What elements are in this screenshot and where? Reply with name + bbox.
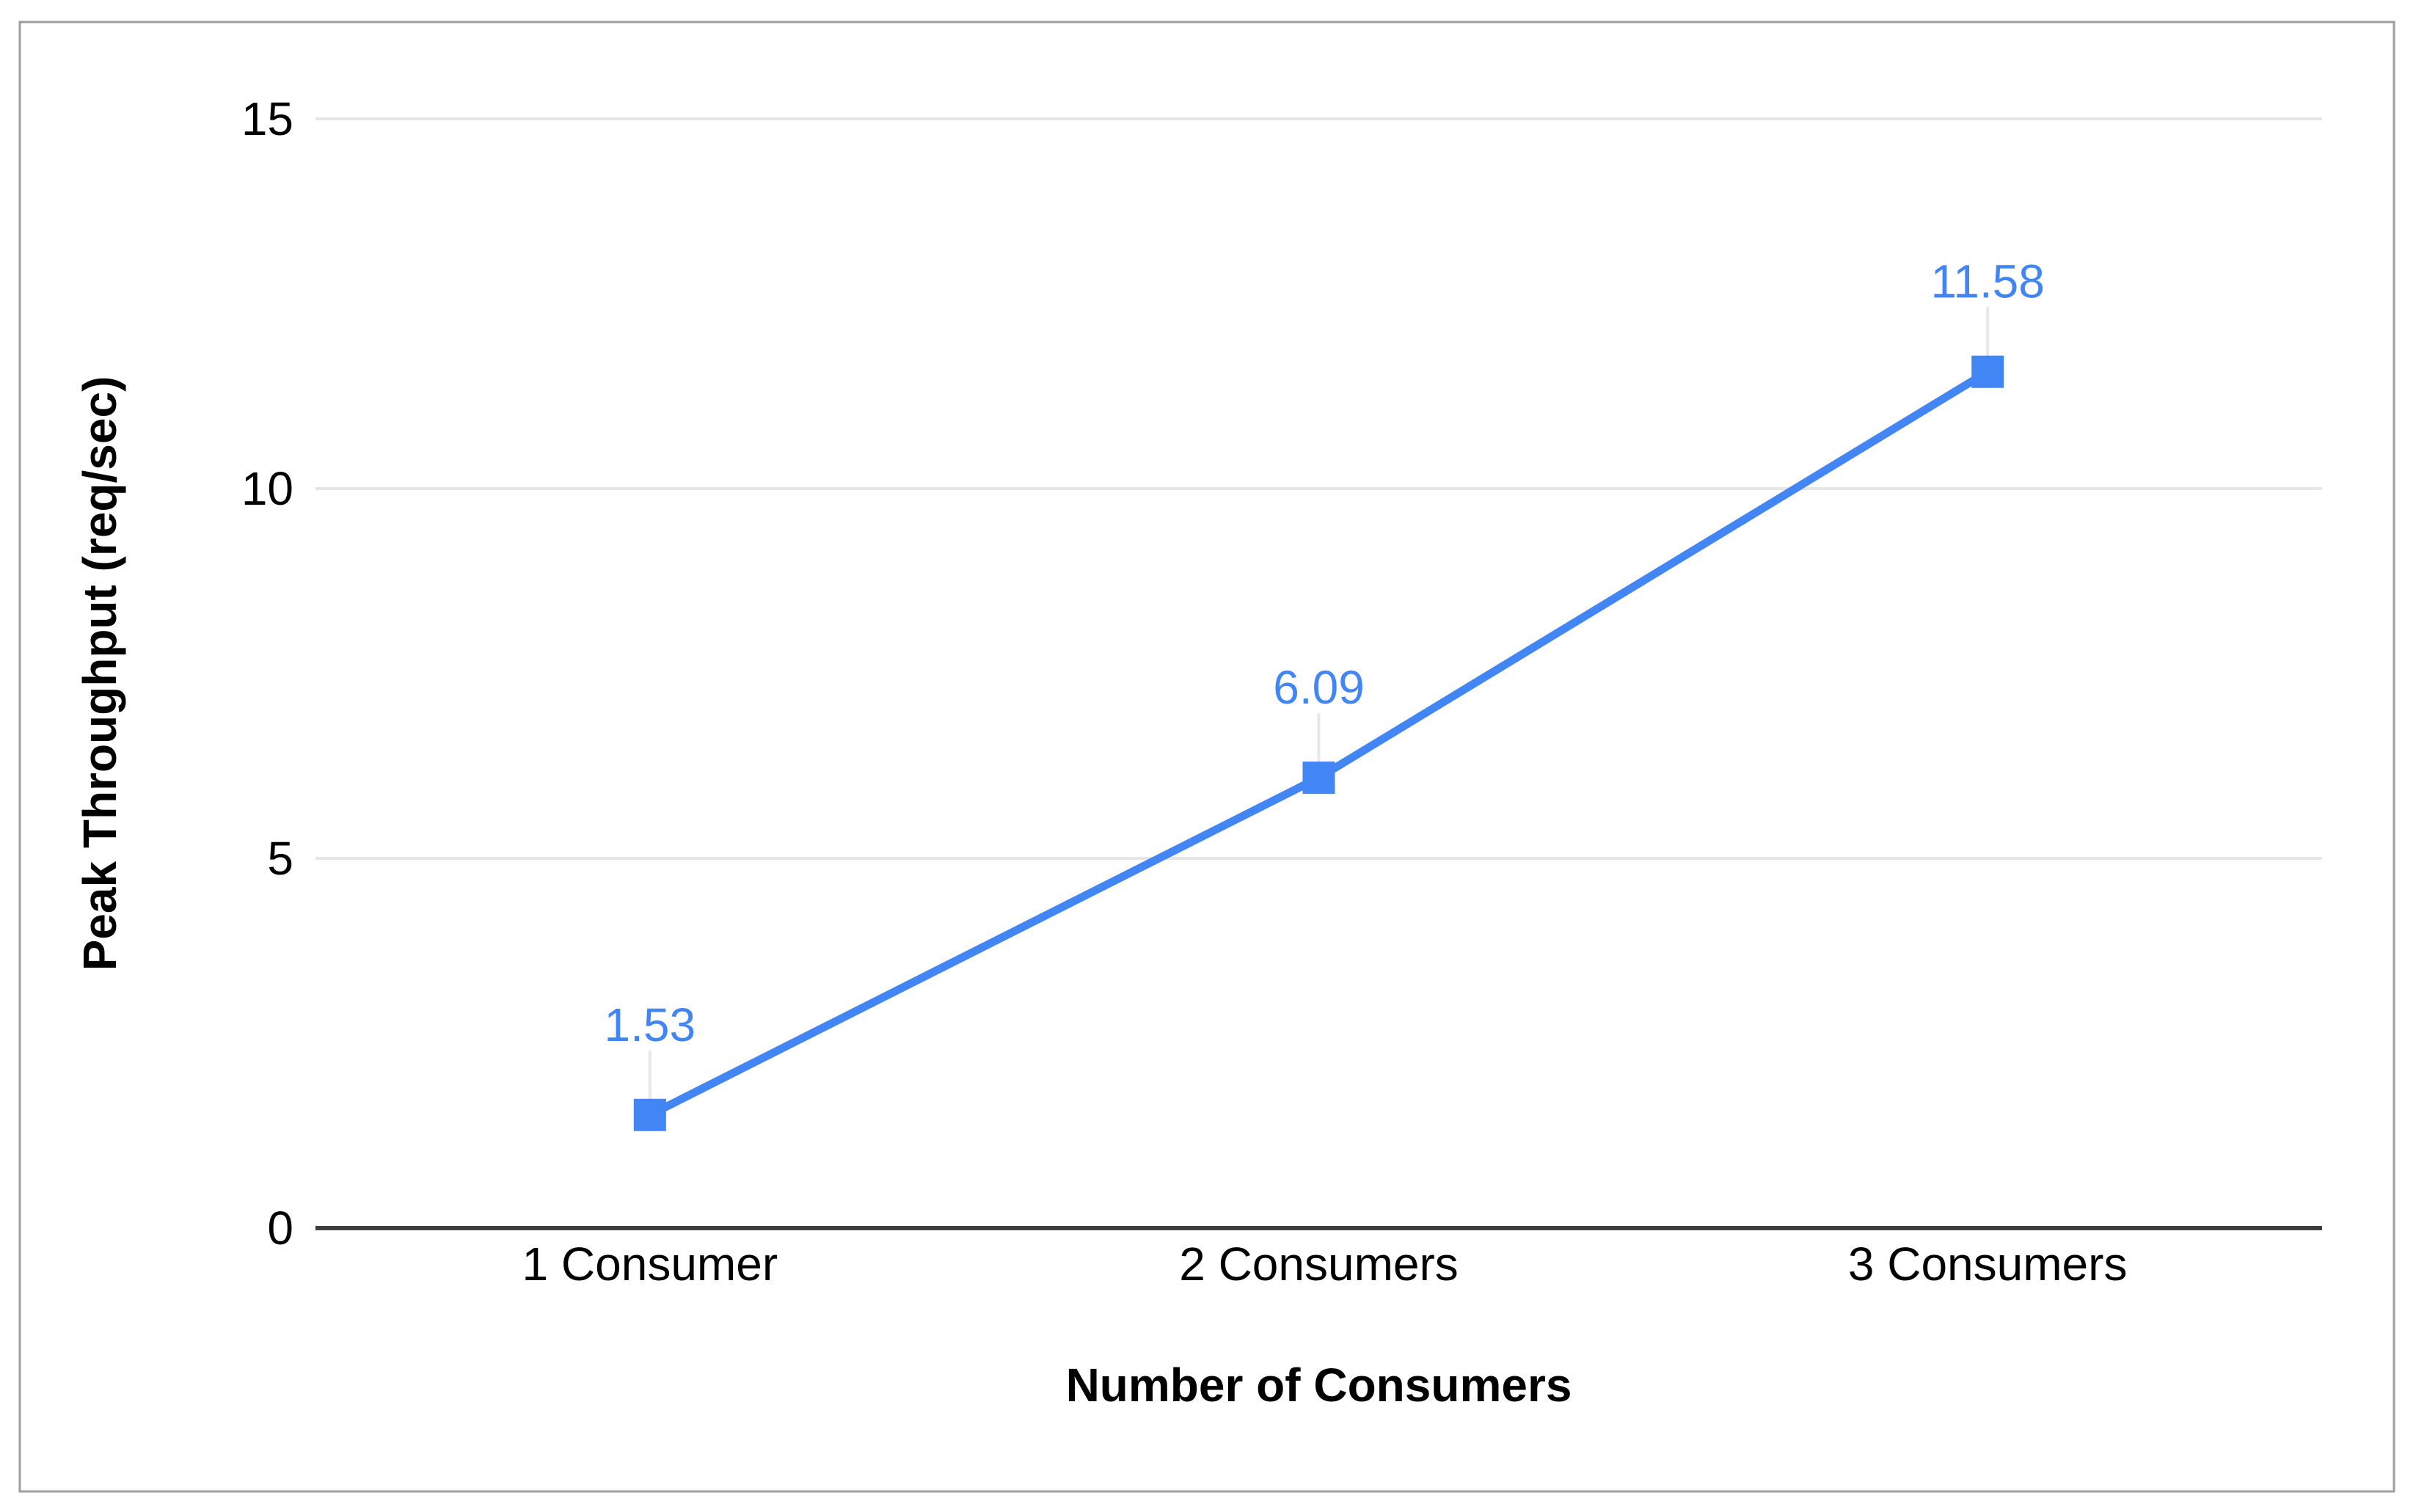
data-point-marker: [1302, 762, 1335, 795]
data-point-value-label: 6.09: [1273, 661, 1365, 714]
data-point-value-label: 11.58: [1930, 255, 2044, 308]
y-tick-label: 10: [241, 462, 293, 515]
y-tick-label: 5: [267, 832, 293, 885]
y-tick-label: 0: [267, 1202, 293, 1254]
data-point-value-label: 1.53: [605, 998, 696, 1051]
y-axis-title: Peak Throughput (req/sec): [73, 376, 126, 971]
x-category-label: 2 Consumers: [1179, 1238, 1459, 1290]
chart-frame-border: [18, 21, 2395, 1493]
y-tick-label: 15: [241, 92, 293, 145]
data-point-marker: [633, 1098, 666, 1131]
x-category-label: 1 Consumer: [522, 1238, 778, 1290]
data-point-marker: [1971, 355, 2004, 388]
x-axis-title: Number of Consumers: [1066, 1359, 1572, 1411]
x-category-label: 3 Consumers: [1848, 1238, 2128, 1290]
